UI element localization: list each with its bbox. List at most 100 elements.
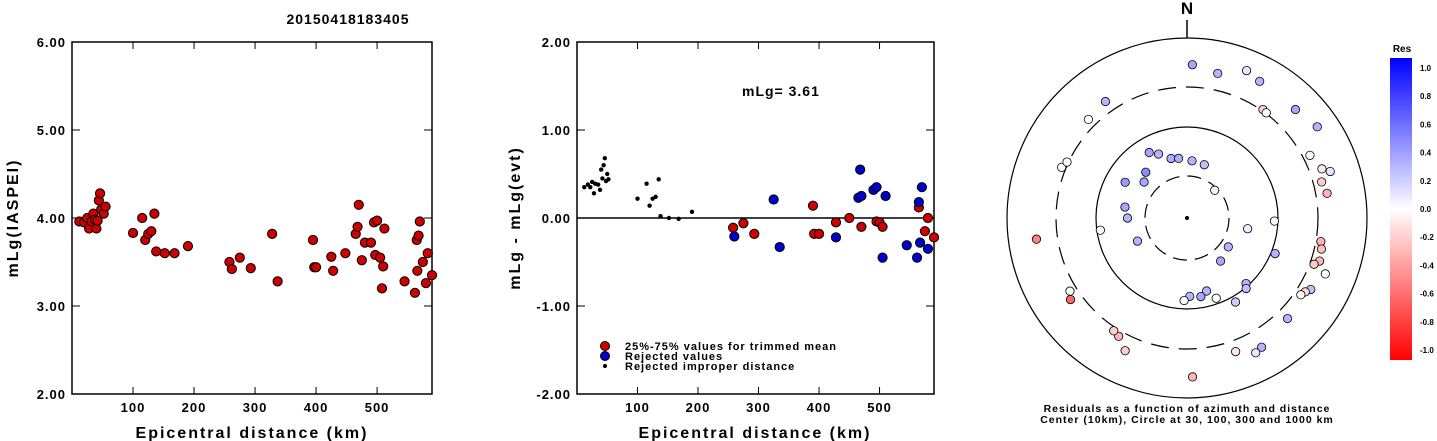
station-residual-marker bbox=[1312, 122, 1322, 132]
station-residual-marker bbox=[1083, 114, 1094, 125]
azimuth-residual-polar-plot: N Residuals as a function of azimuth and… bbox=[1006, 0, 1368, 426]
colorbar-gradient bbox=[1390, 58, 1412, 360]
plot1-point bbox=[182, 241, 194, 252]
plot2-point bbox=[913, 197, 924, 208]
colorbar-tick-label: 0.0 bbox=[1420, 205, 1432, 214]
station-residual-marker bbox=[1251, 348, 1261, 358]
plot1-x-axis-label: Epicentral distance (km) bbox=[136, 425, 369, 441]
plot1-point bbox=[137, 212, 148, 224]
station-residual-marker bbox=[1174, 153, 1184, 163]
station-residual-marker bbox=[1109, 326, 1119, 336]
plot2-point bbox=[830, 232, 842, 243]
plot1-x-tick-label: 500 bbox=[365, 400, 390, 415]
plot1-point bbox=[426, 270, 438, 281]
plot2-point-improper-distance bbox=[676, 216, 681, 222]
plot2-y-axis-label: mLg - mLg(evt) bbox=[507, 146, 524, 290]
station-residual-marker bbox=[1317, 164, 1327, 174]
station-residual-marker bbox=[1211, 293, 1221, 303]
plot1-point bbox=[146, 226, 157, 237]
plot2-point bbox=[877, 221, 888, 232]
plot2-point bbox=[916, 182, 927, 193]
plot1-point bbox=[378, 261, 389, 272]
plot2-point bbox=[919, 226, 931, 237]
plot2-y-tick-label: 2.00 bbox=[542, 35, 571, 50]
station-residual-marker bbox=[1270, 248, 1280, 259]
station-residual-marker bbox=[1309, 259, 1319, 269]
plot1-point bbox=[149, 208, 160, 219]
plot1-point bbox=[340, 248, 351, 259]
station-residual-marker bbox=[1290, 104, 1301, 115]
plot2-point bbox=[768, 194, 779, 205]
plot1-point bbox=[234, 252, 245, 263]
plot2-point-improper-distance bbox=[582, 185, 587, 190]
ring-100km bbox=[1095, 126, 1279, 310]
polar-points bbox=[1031, 60, 1335, 382]
figure-title: 20150418183405 bbox=[286, 11, 409, 27]
plot1-y-tick-label: 3.00 bbox=[37, 299, 66, 314]
plot1-point bbox=[417, 256, 428, 268]
magnitude-vs-distance-plot: 100 200 300 400 500 2.00 3.00 4.00 5.00 6.00 Epic… bbox=[5, 35, 438, 441]
plot2-point bbox=[856, 221, 867, 232]
station-residual-marker bbox=[1230, 297, 1241, 307]
plot2-y-tick-label: -2.00 bbox=[536, 387, 571, 402]
plot2-point-improper-distance bbox=[601, 163, 606, 168]
event-center-marker bbox=[1185, 216, 1189, 220]
plot1-point bbox=[399, 276, 410, 287]
colorbar-title: Res bbox=[1393, 44, 1412, 55]
network-magnitude-annotation: mLg= 3.61 bbox=[742, 83, 820, 99]
plot2-x-tick-label: 100 bbox=[625, 400, 650, 415]
plot2-point bbox=[880, 190, 891, 202]
plot1-point bbox=[371, 215, 383, 226]
colorbar-tick-label: 0.8 bbox=[1420, 92, 1432, 101]
plot2-point bbox=[728, 222, 739, 233]
station-residual-marker bbox=[1243, 224, 1253, 234]
station-residual-marker bbox=[1100, 96, 1111, 107]
plot1-point bbox=[307, 234, 319, 246]
plot2-point bbox=[738, 218, 749, 229]
plot2-point bbox=[922, 243, 934, 254]
plot2-x-tick-label: 200 bbox=[686, 400, 711, 415]
plot2-point-improper-distance bbox=[658, 214, 663, 219]
plot1-x-tick-label: 200 bbox=[182, 400, 207, 415]
station-residual-marker bbox=[1282, 313, 1293, 324]
plot1-point bbox=[328, 265, 339, 276]
plot1-point bbox=[379, 223, 390, 234]
plot2-point-improper-distance bbox=[656, 177, 661, 182]
station-residual-marker bbox=[1223, 242, 1233, 252]
station-residual-marker bbox=[1322, 188, 1332, 198]
plot2-point bbox=[774, 241, 785, 253]
plot2-point bbox=[749, 228, 760, 239]
plot1-point bbox=[422, 248, 433, 259]
plot1-y-tick-label: 5.00 bbox=[37, 123, 66, 138]
station-residual-marker bbox=[1095, 225, 1105, 235]
colorbar-tick-label: -1.0 bbox=[1420, 346, 1434, 355]
legend-marker-trimmed-mean bbox=[600, 341, 610, 351]
plot1-point bbox=[365, 237, 377, 248]
station-residual-marker bbox=[1325, 166, 1335, 177]
station-residual-marker bbox=[1317, 177, 1327, 187]
plot2-point-improper-distance bbox=[600, 176, 605, 181]
plot2-point-improper-distance bbox=[666, 215, 672, 221]
station-residual-marker bbox=[1122, 213, 1133, 223]
station-residual-marker bbox=[1255, 76, 1265, 86]
plot2-point-improper-distance bbox=[644, 181, 649, 186]
plot2-point-improper-distance bbox=[591, 191, 597, 196]
station-residual-marker bbox=[1031, 234, 1042, 244]
station-residual-marker bbox=[1179, 295, 1189, 306]
plot2-point-improper-distance bbox=[606, 177, 611, 182]
plot1-point bbox=[267, 228, 278, 239]
station-residual-marker bbox=[1139, 177, 1149, 187]
plot2-y-tick-label: 1.00 bbox=[542, 123, 571, 138]
north-label: N bbox=[1181, 0, 1193, 18]
plot1-y-tick-label: 4.00 bbox=[37, 211, 66, 226]
colorbar-tick-label: -0.4 bbox=[1420, 261, 1434, 270]
plot1-point bbox=[245, 263, 256, 274]
station-residual-marker bbox=[1141, 167, 1151, 177]
plot2-point-improper-distance bbox=[647, 203, 652, 208]
station-residual-marker bbox=[1120, 177, 1130, 187]
plot2-point bbox=[844, 212, 855, 224]
station-residual-marker bbox=[1241, 65, 1252, 76]
plot2-point bbox=[877, 252, 888, 263]
plot2-point bbox=[807, 200, 819, 211]
plot1-point bbox=[100, 201, 111, 212]
